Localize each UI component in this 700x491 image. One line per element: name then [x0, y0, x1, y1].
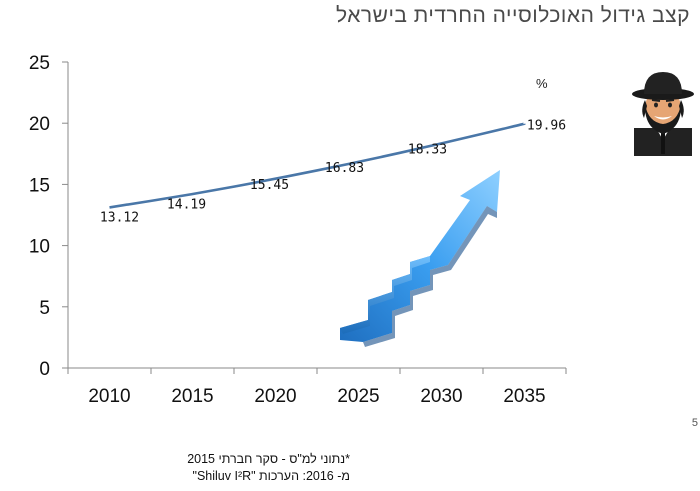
x-tick-label: 2020: [254, 386, 296, 407]
x-tick-label: 2025: [337, 386, 379, 407]
source-line-2: מ- 2016: הערכות "Shiluv I²R": [192, 469, 350, 483]
x-tick-label: 2010: [88, 386, 130, 407]
y-tick-label: 15: [29, 175, 50, 196]
haredi-man-icon: [632, 72, 694, 156]
data-label: 19.96: [527, 119, 566, 134]
y-tick-label: 5: [39, 298, 50, 319]
percent-unit-label: %: [536, 76, 548, 91]
x-tick-label: 2035: [503, 386, 545, 407]
data-label: 15.45: [250, 178, 289, 193]
page-number: 5: [691, 417, 698, 429]
data-label: 16.83: [325, 161, 364, 176]
y-tick-label: 25: [29, 53, 50, 74]
rising-arrow-stairs-icon: [340, 170, 500, 347]
slide-title: קצב גידול האוכלוסייה החרדית בישראל: [336, 4, 690, 27]
y-tick-label: 10: [29, 237, 50, 258]
x-tick-label: 2015: [171, 386, 213, 407]
source-note: *נתוני למ"ס - סקר חברתי 2015 מ- 2016: הע…: [150, 451, 350, 485]
data-label: 14.19: [167, 197, 206, 212]
data-label: 18.33: [408, 143, 447, 158]
data-label: 13.12: [100, 210, 139, 225]
x-tick-label: 2030: [420, 386, 462, 407]
series-line: [109, 122, 525, 209]
y-tick-label: 20: [29, 114, 50, 135]
source-line-1: *נתוני למ"ס - סקר חברתי 2015: [187, 452, 350, 466]
y-tick-label: 0: [39, 359, 50, 380]
